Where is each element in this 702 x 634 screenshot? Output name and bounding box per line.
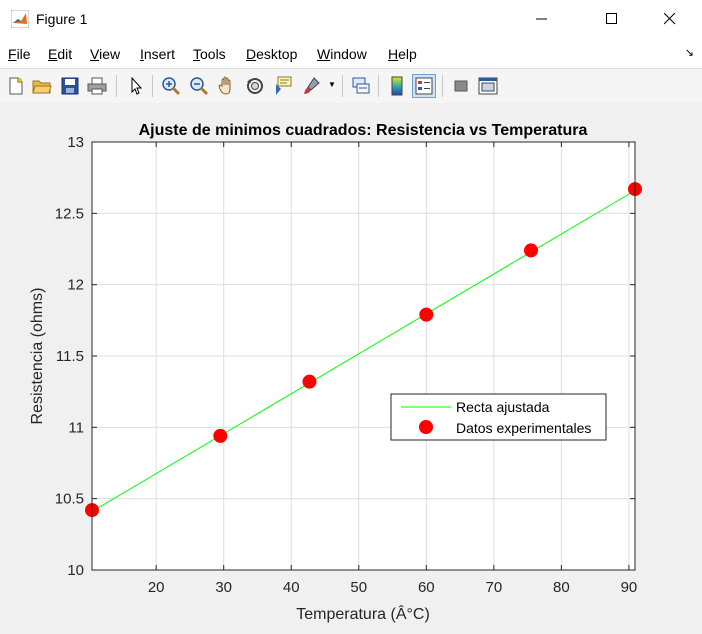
show-plot-tools-button[interactable] (476, 74, 500, 98)
brush-icon (304, 77, 320, 94)
link-plot-icon (352, 77, 370, 94)
edit-plot-button[interactable] (124, 74, 148, 98)
close-button[interactable] (647, 0, 693, 38)
y-tick-label: 11 (68, 419, 84, 436)
hide-plot-tools-button[interactable] (449, 74, 473, 98)
data-point (213, 428, 228, 443)
legend-label-data: Datos experimentales (456, 420, 591, 436)
dock-arrow-icon[interactable]: ↘ (684, 47, 694, 59)
data-cursor-button[interactable] (271, 74, 295, 98)
menu-desktop[interactable]: Desktop (246, 46, 298, 62)
fit-line (91, 190, 636, 512)
figure-canvas: 20 30 40 50 60 70 80 90 10 10.5 11 11.5 12 12.5 13 Aju… (0, 103, 702, 629)
menu-window[interactable]: Window (317, 46, 367, 62)
data-cursor-icon (276, 76, 292, 95)
y-axis-label: Resistencia (ohms) (29, 288, 46, 425)
x-tick-label: 20 (148, 579, 165, 596)
brush-button[interactable] (299, 74, 323, 98)
menu-bar: File Edit View Insert Tools Desktop Wind… (0, 38, 702, 68)
menu-file[interactable]: File (8, 46, 31, 62)
menu-view[interactable]: View (90, 46, 121, 62)
data-point (419, 307, 434, 322)
x-tick-label: 50 (350, 579, 367, 596)
legend-button[interactable] (412, 74, 436, 98)
matlab-logo-icon (11, 10, 29, 28)
maximize-icon (606, 13, 617, 24)
rotate-3d-button[interactable] (243, 74, 267, 98)
y-tick-label: 12 (67, 277, 84, 294)
print-button[interactable] (85, 74, 109, 98)
y-tick-label: 10.5 (55, 491, 84, 508)
legend-icon (415, 77, 433, 95)
brush-dropdown-arrow-icon[interactable]: ▼ (328, 80, 336, 89)
x-axis-label: Temperatura (Â°C) (296, 604, 430, 623)
toolbar-separator (378, 75, 379, 97)
close-icon (664, 13, 676, 25)
open-file-icon (32, 80, 52, 94)
menu-help[interactable]: Help (388, 46, 417, 62)
maximize-button[interactable] (589, 0, 635, 38)
y-tick-label: 13 (67, 134, 84, 151)
zoom-in-icon (162, 77, 181, 96)
save-icon (61, 77, 79, 95)
x-tick-label: 60 (418, 579, 435, 596)
chart-title: Ajuste de minimos cuadrados: Resistencia… (139, 122, 588, 139)
toolbar-separator (152, 75, 153, 97)
chart: 20 30 40 50 60 70 80 90 10 10.5 11 11.5 12 12.5 13 Aju… (29, 122, 642, 623)
menu-edit[interactable]: Edit (48, 46, 73, 62)
zoom-out-icon (190, 77, 209, 96)
pan-button[interactable] (215, 74, 239, 98)
y-tick-label: 12.5 (55, 205, 84, 222)
zoom-in-button[interactable] (159, 74, 183, 98)
figure-toolbar: ▼ (0, 68, 702, 104)
menu-insert[interactable]: Insert (140, 46, 176, 62)
title-bar: Figure 1 (0, 0, 702, 38)
menu-tools[interactable]: Tools (193, 46, 226, 62)
data-point (302, 374, 317, 389)
link-plot-button[interactable] (349, 74, 373, 98)
y-tick-label: 11.5 (56, 348, 84, 365)
edit-plot-arrow-icon (131, 77, 143, 95)
minimize-button[interactable] (519, 0, 565, 38)
x-tick-label: 30 (215, 579, 232, 596)
toolbar-separator (442, 75, 443, 97)
x-tick-label: 70 (486, 579, 503, 596)
show-plot-tools-icon (478, 77, 498, 95)
save-button[interactable] (58, 74, 82, 98)
rotate-3d-icon (247, 78, 263, 94)
data-point (523, 243, 538, 258)
open-file-button[interactable] (30, 74, 54, 98)
minimize-icon (536, 18, 547, 20)
x-tick-label: 90 (621, 579, 638, 596)
x-tick-label: 40 (283, 579, 300, 596)
y-tick-label: 10 (67, 562, 84, 579)
colorbar-icon (391, 76, 403, 96)
window-title: Figure 1 (36, 11, 88, 27)
new-figure-icon (9, 77, 23, 95)
legend-label-fit: Recta ajustada (456, 399, 550, 415)
pan-hand-icon (218, 76, 231, 95)
toolbar-separator (342, 75, 343, 97)
legend-marker-swatch (419, 420, 433, 434)
hide-plot-tools-icon (454, 80, 468, 92)
toolbar-separator (116, 75, 117, 97)
legend[interactable]: Recta ajustada Datos experimentales (390, 393, 607, 441)
colorbar-button[interactable] (385, 74, 409, 98)
x-tick-label: 80 (553, 579, 570, 596)
zoom-out-button[interactable] (187, 74, 211, 98)
new-figure-button[interactable] (4, 74, 28, 98)
print-icon (87, 77, 107, 95)
